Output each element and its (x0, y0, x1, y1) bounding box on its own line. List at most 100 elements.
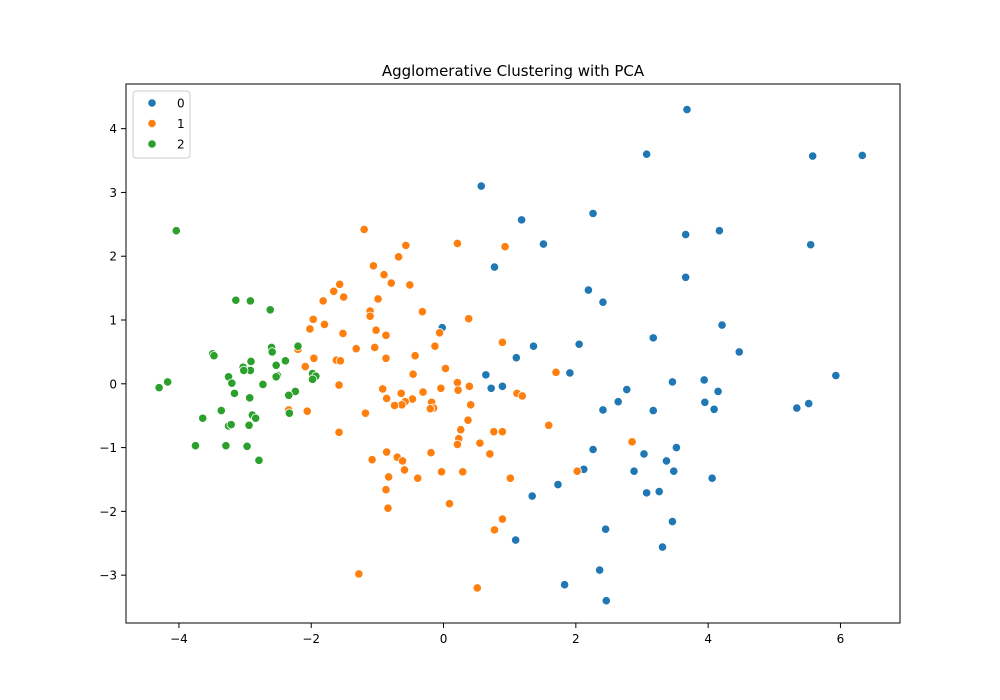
data-point-cluster-0 (681, 272, 691, 282)
data-point-cluster-1 (425, 404, 435, 414)
y-tick-label: 2 (109, 250, 117, 264)
data-point-cluster-1 (485, 449, 495, 459)
data-point-cluster-1 (458, 467, 468, 477)
data-point-cluster-0 (700, 397, 710, 407)
data-point-cluster-0 (657, 542, 668, 552)
data-point-cluster-1 (318, 296, 328, 306)
data-point-cluster-1 (497, 337, 508, 347)
data-point-cluster-0 (667, 377, 678, 387)
data-point-cluster-1 (319, 319, 330, 330)
data-point-cluster-1 (453, 385, 463, 395)
x-tick-label: 4 (704, 632, 712, 646)
data-point-cluster-0 (709, 404, 719, 414)
data-point-cluster-1 (405, 280, 415, 290)
legend-marker-1 (147, 118, 157, 129)
data-point-cluster-2 (226, 420, 236, 430)
data-point-cluster-1 (627, 437, 637, 447)
data-point-cluster-0 (538, 239, 549, 249)
data-point-cluster-1 (401, 240, 411, 250)
data-point-cluster-2 (265, 305, 275, 315)
data-point-cluster-0 (588, 444, 598, 455)
data-point-cluster-1 (329, 286, 339, 296)
data-point-cluster-2 (280, 356, 291, 366)
data-point-cluster-1 (452, 439, 463, 449)
data-point-cluster-0 (808, 151, 818, 161)
data-point-cluster-0 (511, 353, 521, 363)
y-tick-label: −2 (99, 505, 117, 519)
data-point-cluster-1 (389, 400, 400, 411)
data-point-cluster-2 (216, 405, 226, 416)
data-point-cluster-2 (229, 388, 240, 398)
data-point-cluster-0 (598, 297, 608, 307)
data-point-cluster-0 (669, 466, 679, 476)
data-point-cluster-1 (334, 380, 344, 390)
data-point-cluster-1 (418, 387, 428, 397)
data-point-cluster-0 (489, 262, 500, 272)
data-point-cluster-0 (713, 386, 723, 397)
data-point-cluster-1 (373, 294, 383, 304)
data-point-cluster-0 (629, 466, 639, 476)
data-point-cluster-1 (384, 472, 394, 482)
data-point-cluster-2 (242, 441, 252, 451)
data-point-cluster-1 (472, 583, 482, 593)
data-point-cluster-1 (410, 351, 420, 361)
data-point-cluster-2 (245, 296, 255, 306)
data-point-cluster-0 (699, 375, 709, 385)
data-point-cluster-0 (734, 347, 744, 357)
data-point-cluster-1 (381, 353, 391, 363)
data-point-cluster-1 (417, 307, 427, 317)
data-point-cluster-1 (371, 325, 381, 335)
data-point-cluster-1 (381, 485, 391, 495)
legend: 0 1 2 (132, 90, 191, 159)
plot-area-frame (125, 83, 901, 624)
data-point-cluster-0 (717, 320, 727, 330)
data-point-cluster-2 (251, 413, 261, 423)
data-point-cluster-0 (476, 181, 486, 191)
data-point-cluster-0 (648, 333, 658, 343)
data-point-cluster-0 (707, 473, 717, 483)
data-point-cluster-1 (360, 408, 371, 418)
data-point-cluster-1 (413, 473, 423, 483)
data-point-cluster-0 (481, 370, 491, 380)
data-point-cluster-1 (309, 353, 319, 363)
data-point-cluster-1 (434, 328, 445, 338)
data-point-cluster-0 (671, 442, 682, 453)
data-point-cluster-0 (516, 215, 527, 225)
data-point-cluster-0 (565, 368, 575, 378)
data-point-cluster-1 (430, 341, 440, 351)
data-point-cluster-0 (511, 535, 521, 545)
data-point-cluster-0 (857, 150, 867, 161)
data-point-cluster-1 (452, 238, 463, 249)
data-point-cluster-1 (464, 381, 474, 391)
data-point-cluster-1 (396, 388, 406, 398)
data-point-cluster-0 (667, 516, 678, 527)
y-tick-label: 3 (109, 186, 117, 200)
data-point-cluster-1 (302, 406, 312, 416)
data-point-cluster-1 (381, 330, 391, 340)
data-point-cluster-1 (397, 456, 408, 466)
y-tick-label: 1 (109, 314, 117, 328)
data-point-cluster-1 (452, 377, 463, 388)
data-point-cluster-0 (682, 104, 692, 115)
data-point-cluster-1 (334, 427, 344, 437)
x-tick-label: −4 (170, 632, 188, 646)
y-tick-label: −1 (99, 441, 117, 455)
data-point-cluster-0 (528, 341, 539, 351)
data-point-cluster-1 (359, 224, 369, 235)
data-point-cluster-2 (239, 365, 249, 375)
data-point-cluster-1 (354, 569, 364, 579)
data-point-cluster-2 (221, 441, 231, 451)
legend-marker-2 (147, 139, 157, 149)
data-point-cluster-1 (393, 252, 404, 262)
data-point-cluster-1 (489, 427, 499, 437)
data-point-cluster-0 (806, 240, 816, 250)
data-point-cluster-1 (426, 448, 436, 458)
data-point-cluster-0 (601, 596, 611, 606)
data-point-cluster-2 (209, 351, 219, 361)
x-axis: −4 −2 0 2 4 6 (170, 623, 844, 646)
data-point-cluster-1 (497, 427, 508, 437)
data-point-cluster-1 (500, 242, 510, 252)
points-layer (154, 104, 867, 606)
data-point-cluster-2 (231, 295, 241, 305)
